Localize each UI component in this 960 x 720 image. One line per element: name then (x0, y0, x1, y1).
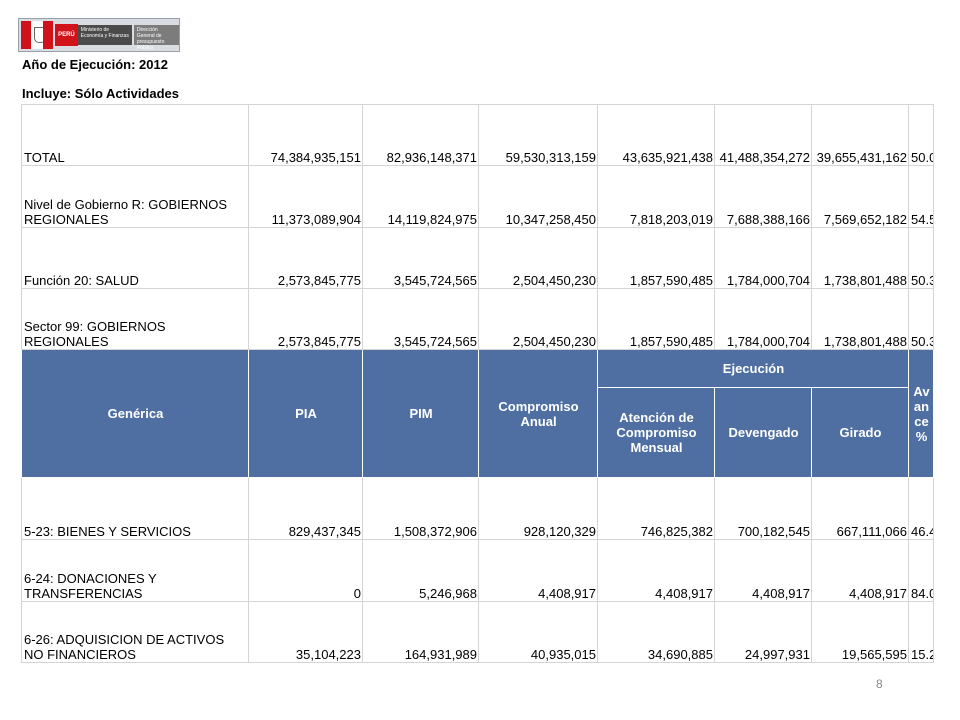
logo-directorate-label: Dirección General de presupuesto Público (133, 25, 180, 51)
devengado-cell: 7,688,388,166 (714, 165, 812, 228)
avance-cell: 50.3 (908, 288, 934, 350)
header-atencion: Atención de Compromiso Mensual (597, 387, 715, 478)
girado-cell: 4,408,917 (811, 539, 909, 602)
compromiso-cell: 4,408,917 (478, 539, 598, 602)
pia-cell: 2,573,845,775 (248, 227, 363, 289)
row-label: 6-26: ADQUISICION DE ACTIVOS NO FINANCIE… (21, 601, 249, 663)
devengado-cell: 41,488,354,272 (714, 104, 812, 166)
pia-cell: 0 (248, 539, 363, 602)
compromiso-cell: 40,935,015 (478, 601, 598, 663)
girado-cell: 39,655,431,162 (811, 104, 909, 166)
summary-row-total: TOTAL 74,384,935,151 82,936,148,371 59,5… (21, 104, 934, 166)
pim-cell: 82,936,148,371 (362, 104, 479, 166)
logo-ministry-label: Ministerio de Economía y Finanzas (77, 25, 132, 45)
header-compromiso: Compromiso Anual (478, 349, 598, 478)
devengado-cell: 700,182,545 (714, 477, 812, 540)
avance-cell: 50.3 (908, 227, 934, 289)
compromiso-cell: 2,504,450,230 (478, 227, 598, 289)
devengado-cell: 24,997,931 (714, 601, 812, 663)
avance-cell: 84.0 (908, 539, 934, 602)
pim-cell: 14,119,824,975 (362, 165, 479, 228)
logo-peru-label: PERÚ (55, 24, 78, 46)
ministry-logo: PERÚ Ministerio de Economía y Finanzas D… (18, 18, 180, 52)
devengado-cell: 4,408,917 (714, 539, 812, 602)
budget-table: TOTAL 74,384,935,151 82,936,148,371 59,5… (21, 104, 934, 663)
atencion-cell: 1,857,590,485 (597, 288, 715, 350)
header-girado: Girado (811, 387, 909, 478)
page-number: 8 (876, 677, 883, 691)
row-label: Nivel de Gobierno R: GOBIERNOS REGIONALE… (21, 165, 249, 228)
peru-coat-of-arms-icon (21, 21, 54, 49)
avance-cell: 15.2 (908, 601, 934, 663)
devengado-cell: 1,784,000,704 (714, 227, 812, 289)
atencion-cell: 7,818,203,019 (597, 165, 715, 228)
atencion-cell: 4,408,917 (597, 539, 715, 602)
avance-cell: 46.4 (908, 477, 934, 540)
avance-cell: 50.0 (908, 104, 934, 166)
pim-cell: 3,545,724,565 (362, 288, 479, 350)
table-subheader-row: Atención de Compromiso Mensual Devengado… (22, 387, 934, 478)
includes-label: Incluye: Sólo Actividades (22, 86, 180, 101)
atencion-cell: 746,825,382 (597, 477, 715, 540)
header-pia: PIA (248, 349, 363, 478)
girado-cell: 19,565,595 (811, 601, 909, 663)
girado-cell: 7,569,652,182 (811, 165, 909, 228)
pim-cell: 5,246,968 (362, 539, 479, 602)
girado-cell: 667,111,066 (811, 477, 909, 540)
summary-row-sector: Sector 99: GOBIERNOS REGIONALES 2,573,84… (21, 288, 934, 350)
devengado-cell: 1,784,000,704 (714, 288, 812, 350)
pim-cell: 3,545,724,565 (362, 227, 479, 289)
pia-cell: 829,437,345 (248, 477, 363, 540)
girado-cell: 1,738,801,488 (811, 227, 909, 289)
table-row: 6-26: ADQUISICION DE ACTIVOS NO FINANCIE… (21, 601, 934, 663)
girado-cell: 1,738,801,488 (811, 288, 909, 350)
atencion-cell: 1,857,590,485 (597, 227, 715, 289)
pia-cell: 11,373,089,904 (248, 165, 363, 228)
summary-row-funcion: Función 20: SALUD 2,573,845,775 3,545,72… (21, 227, 934, 289)
compromiso-cell: 59,530,313,159 (478, 104, 598, 166)
execution-year-label: Año de Ejecución: 2012 (22, 57, 168, 72)
header-avance: Avance % (908, 349, 934, 478)
row-label: TOTAL (21, 104, 249, 166)
row-label: 6-24: DONACIONES Y TRANSFERENCIAS (21, 539, 249, 602)
row-label: Función 20: SALUD (21, 227, 249, 289)
avance-cell: 54.5 (908, 165, 934, 228)
pia-cell: 74,384,935,151 (248, 104, 363, 166)
pim-cell: 164,931,989 (362, 601, 479, 663)
table-header-row: Genérica PIA PIM Compromiso Anual Ejecuc… (21, 349, 934, 478)
atencion-cell: 34,690,885 (597, 601, 715, 663)
header-pim: PIM (362, 349, 479, 478)
pia-cell: 35,104,223 (248, 601, 363, 663)
atencion-cell: 43,635,921,438 (597, 104, 715, 166)
row-label: 5-23: BIENES Y SERVICIOS (21, 477, 249, 540)
compromiso-cell: 928,120,329 (478, 477, 598, 540)
pia-cell: 2,573,845,775 (248, 288, 363, 350)
compromiso-cell: 10,347,258,450 (478, 165, 598, 228)
compromiso-cell: 2,504,450,230 (478, 288, 598, 350)
table-row: 6-24: DONACIONES Y TRANSFERENCIAS 0 5,24… (21, 539, 934, 602)
header-generica: Genérica (21, 349, 249, 478)
row-label: Sector 99: GOBIERNOS REGIONALES (21, 288, 249, 350)
header-devengado: Devengado (714, 387, 812, 478)
pim-cell: 1,508,372,906 (362, 477, 479, 540)
summary-row-nivel-gobierno: Nivel de Gobierno R: GOBIERNOS REGIONALE… (21, 165, 934, 228)
header-ejecucion: Ejecución (597, 349, 909, 388)
table-row: 5-23: BIENES Y SERVICIOS 829,437,345 1,5… (21, 477, 934, 540)
